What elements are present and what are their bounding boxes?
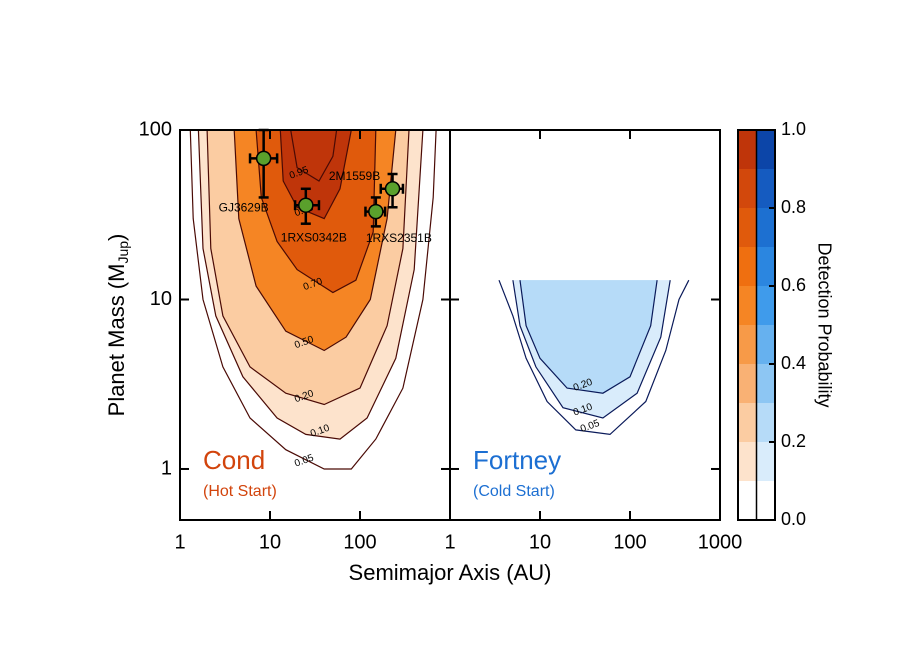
colorbar-tick-label: 1.0	[781, 119, 806, 139]
colorbar-bin	[738, 442, 757, 481]
colorbar-bin	[738, 208, 757, 247]
colorbar-tick-label: 0.0	[781, 509, 806, 529]
point-label: 1RXS0342B	[281, 230, 347, 244]
y-tick-label: 10	[150, 288, 172, 310]
colorbar-bin	[738, 481, 757, 520]
contour-line	[498, 279, 690, 436]
colorbar-bin	[756, 286, 775, 325]
contour-fill	[290, 130, 337, 182]
colorbar-tick-label: 0.8	[781, 197, 806, 217]
x-tick-label: 100	[343, 531, 376, 553]
colorbar-tick-label: 0.2	[781, 431, 806, 451]
colorbar-bin	[738, 247, 757, 286]
contour-line	[279, 130, 352, 220]
data-point	[255, 150, 272, 167]
contour-line	[512, 280, 671, 419]
colorbar-bin	[756, 481, 775, 520]
colorbar-bin	[738, 130, 757, 169]
panel-title: Fortney	[473, 445, 561, 475]
x-tick-label: 1	[174, 531, 185, 553]
colorbar-tick-label: 0.6	[781, 275, 806, 295]
point-label: 2M1559B	[329, 169, 380, 183]
y-tick-label: 1	[161, 457, 172, 479]
x-tick-label: 10	[529, 531, 551, 553]
colorbar-bin	[738, 169, 757, 208]
colorbar-bin	[756, 403, 775, 442]
data-point	[384, 181, 401, 197]
y-label-text: )	[104, 234, 129, 241]
colorbar-bin	[738, 403, 757, 442]
x-tick-label: 10	[259, 531, 281, 553]
colorbar-bin	[756, 169, 775, 208]
colorbar-tick-label: 0.4	[781, 353, 806, 373]
colorbar-bin	[738, 325, 757, 364]
data-point	[298, 197, 314, 213]
y-axis-label: Planet Mass (MJup)	[104, 234, 131, 417]
colorbar-bin	[738, 364, 757, 403]
colorbar-label: Detection Probability	[814, 242, 834, 407]
contour-line	[290, 130, 338, 182]
contour-line	[206, 130, 410, 406]
y-label-subscript: Jup	[115, 241, 131, 264]
colorbar-bin	[756, 130, 775, 169]
x-tick-label: 1	[444, 531, 455, 553]
colorbar-bin	[756, 208, 775, 247]
colorbar-bin	[756, 364, 775, 403]
colorbar-bin	[756, 442, 775, 481]
contour-line	[519, 280, 658, 394]
x-axis-label: Semimajor Axis (AU)	[349, 560, 552, 585]
contour-line	[197, 130, 424, 440]
data-point	[368, 203, 384, 220]
colorbar-bin	[738, 286, 757, 325]
contour-line	[233, 130, 397, 352]
colorbar-bin	[756, 247, 775, 286]
panel-title: Cond	[203, 445, 265, 475]
x-tick-label: 1000	[698, 531, 743, 553]
contour-line	[255, 130, 377, 294]
point-label: GJ3629B	[219, 201, 269, 215]
contour-fill	[520, 280, 658, 394]
y-label-text: Planet Mass (M	[104, 264, 129, 417]
x-tick-label: 100	[613, 531, 646, 553]
panel-frame	[449, 129, 721, 521]
panel-subtitle: (Hot Start)	[203, 483, 277, 500]
panel-subtitle: (Cold Start)	[473, 483, 555, 500]
colorbar-bin	[756, 325, 775, 364]
contour-line	[189, 130, 437, 470]
point-label: 1RXS2351B	[366, 231, 432, 245]
y-tick-label: 100	[139, 118, 172, 140]
